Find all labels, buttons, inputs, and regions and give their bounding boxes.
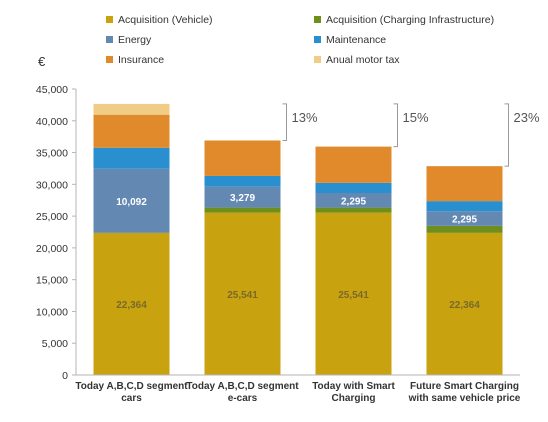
data-label: 22,364 bbox=[116, 300, 147, 311]
legend-label: Maintenance bbox=[326, 34, 386, 46]
savings-percent-label: 13% bbox=[292, 110, 318, 125]
bar-segment bbox=[204, 186, 281, 208]
savings-bracket bbox=[393, 103, 398, 148]
bar-segment bbox=[93, 168, 170, 233]
legend-label: Anual motor tax bbox=[326, 54, 400, 66]
y-tick-label: 20,000 bbox=[36, 243, 68, 255]
x-category-label: Today with Smart bbox=[312, 381, 395, 392]
savings-percent-label: 23% bbox=[514, 110, 540, 125]
bar-segment bbox=[315, 146, 392, 183]
legend-label: Acquisition (Vehicle) bbox=[118, 14, 213, 26]
bar-segment bbox=[315, 193, 392, 208]
data-label: 25,541 bbox=[227, 290, 258, 301]
bar-segment bbox=[426, 225, 503, 233]
bar-segment bbox=[426, 201, 503, 212]
legend-swatch bbox=[314, 36, 321, 43]
x-category-label: Today A,B,C,D segment bbox=[75, 381, 188, 392]
data-label: 3,279 bbox=[230, 193, 255, 204]
bar-segment bbox=[93, 103, 170, 115]
y-tick-label: 45,000 bbox=[36, 84, 68, 96]
data-label: 10,092 bbox=[116, 197, 147, 208]
data-label: 2,295 bbox=[341, 196, 366, 207]
x-category-label: with same vehicle price bbox=[408, 393, 521, 404]
legend-label: Energy bbox=[118, 34, 152, 46]
bar-segment bbox=[315, 182, 392, 194]
data-labels: 22,364 25,541 25,541 22,364 10,092 3,279 2,295… bbox=[116, 193, 480, 311]
legend-swatch bbox=[106, 56, 113, 63]
x-category-label: e-cars bbox=[228, 393, 258, 404]
y-tick-label: 35,000 bbox=[36, 148, 68, 160]
legend-label: Insurance bbox=[118, 54, 164, 66]
legend-swatch bbox=[314, 16, 321, 23]
savings-bracket bbox=[282, 103, 287, 141]
savings-annotations: 13% 15% 23% bbox=[282, 103, 540, 167]
bars bbox=[93, 103, 503, 375]
legend-swatch bbox=[106, 16, 113, 23]
legend: Acquisition (Vehicle) Acquisition (Chargi… bbox=[106, 14, 494, 66]
y-tick-label: 30,000 bbox=[36, 179, 68, 191]
legend-label: Acquisition (Charging Infrastructure) bbox=[326, 14, 494, 26]
bar-segment bbox=[426, 166, 503, 202]
y-tick-label: 10,000 bbox=[36, 306, 68, 318]
data-label: 2,295 bbox=[452, 215, 477, 226]
y-tick-label: 25,000 bbox=[36, 211, 68, 223]
bar-segment bbox=[204, 175, 281, 187]
y-tick-label: 40,000 bbox=[36, 116, 68, 128]
y-tick-label: 0 bbox=[62, 370, 68, 382]
bar-segment bbox=[204, 140, 281, 176]
bar-segment bbox=[426, 211, 503, 226]
data-label: 25,541 bbox=[338, 290, 369, 301]
x-category-label: Today A,B,C,D segment bbox=[186, 381, 299, 392]
bar-segment bbox=[204, 212, 281, 375]
bar-segment bbox=[315, 207, 392, 213]
bar-segment bbox=[93, 114, 170, 148]
savings-percent-label: 15% bbox=[403, 110, 429, 125]
bar-segment bbox=[93, 232, 170, 375]
legend-swatch bbox=[106, 36, 113, 43]
legend-swatch bbox=[314, 56, 321, 63]
bar-segment bbox=[204, 207, 281, 213]
bar-segment bbox=[93, 147, 170, 169]
savings-bracket bbox=[504, 103, 509, 167]
x-category-label: cars bbox=[121, 393, 142, 404]
y-axis: 0 5,000 10,000 15,000 20,000 25,000 30,000 35,0… bbox=[36, 84, 77, 382]
x-category-label: Future Smart Charging bbox=[410, 381, 519, 392]
data-label: 22,364 bbox=[449, 300, 480, 311]
y-tick-label: 5,000 bbox=[42, 338, 68, 350]
y-axis-unit: € bbox=[38, 54, 46, 69]
bar-segment bbox=[315, 212, 392, 375]
x-category-label: Charging bbox=[332, 393, 376, 404]
y-tick-label: 15,000 bbox=[36, 275, 68, 287]
bar-segment bbox=[426, 232, 503, 375]
